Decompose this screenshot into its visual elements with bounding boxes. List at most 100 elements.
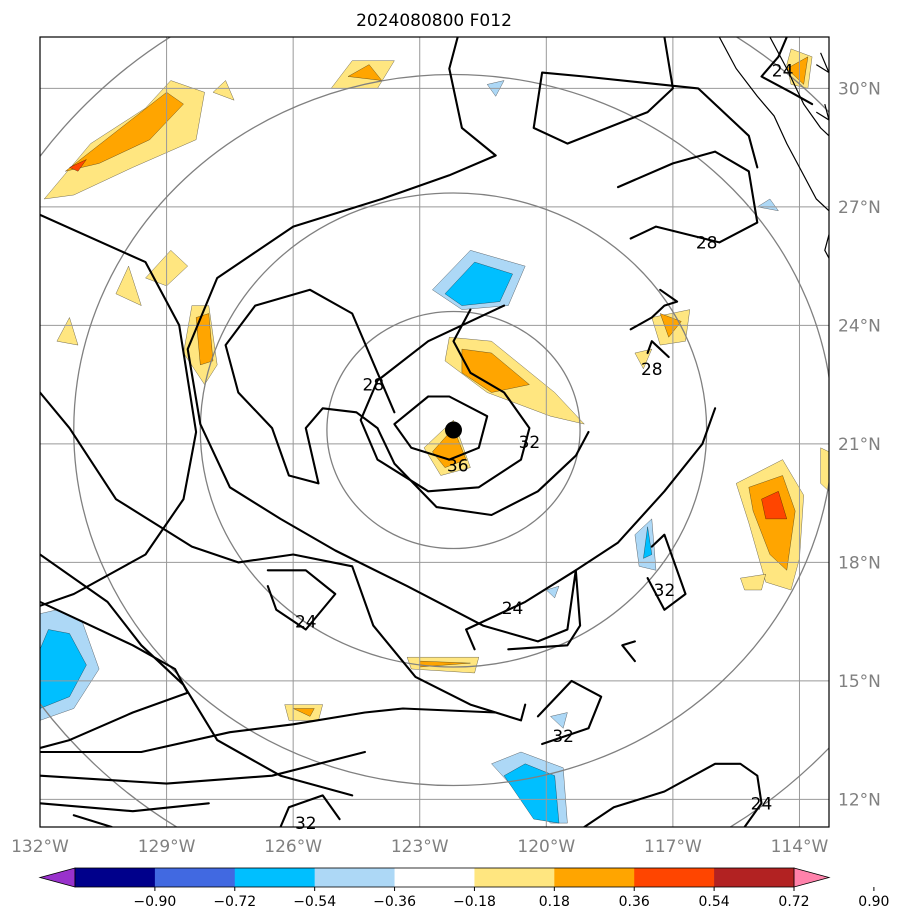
contour-line [760, 37, 814, 106]
contour-line [621, 640, 636, 663]
contour-label: 24 [295, 613, 317, 633]
colorbar-segment [394, 868, 475, 887]
contour-line [40, 600, 189, 750]
contour-line [393, 395, 489, 461]
plot-background [40, 37, 829, 827]
shaded-region [461, 348, 530, 393]
shaded-region [761, 490, 788, 520]
shaded-region [444, 261, 513, 306]
colorbar-segment [314, 868, 396, 887]
contour-line [186, 37, 717, 643]
contour-line [266, 569, 337, 631]
shaded-region [756, 198, 779, 212]
x-tick-label: 123°W [391, 837, 449, 857]
contour-labels: 24 28 28 28 32 36 24 24 32 32 24 32 [295, 62, 793, 834]
shaded-region [195, 313, 214, 366]
y-tick-label: 21°N [838, 435, 881, 455]
contour-line [40, 391, 527, 722]
colorbar-segment [75, 868, 156, 887]
colorbar-tick-label: 0.54 [699, 894, 730, 910]
colorbar-tick-label: 0.90 [858, 894, 889, 910]
shaded-region [643, 526, 653, 559]
contour-line [465, 569, 582, 651]
colorbar-tick-label: 0.36 [619, 894, 650, 910]
colorbar-tick-label: 0.72 [778, 894, 809, 910]
y-tick-label: 27°N [838, 198, 881, 218]
contour-label: 24 [772, 62, 794, 82]
shaded-region [740, 573, 767, 591]
contour-line [40, 707, 497, 754]
storm-center-dot [444, 421, 462, 439]
contour-label: 28 [363, 376, 385, 396]
contour-label: 32 [519, 433, 541, 453]
shaded-region [786, 56, 809, 85]
colorbar-segment [554, 868, 635, 887]
colorbar-tick-label: −0.72 [213, 894, 256, 910]
coastline-segment [718, 37, 829, 212]
shaded-region [545, 585, 560, 599]
y-tick-label: 30°N [838, 79, 881, 99]
contour-label: 24 [502, 599, 524, 619]
contour-lines [40, 37, 814, 827]
contour-line [532, 37, 759, 169]
y-tick-label: 15°N [838, 672, 881, 692]
contour-line [646, 340, 670, 359]
coastline [718, 37, 829, 259]
colorbar-tick-label: −0.36 [373, 894, 416, 910]
coastline-segment [769, 37, 829, 137]
contour-line [279, 794, 341, 827]
storm-center-marker [444, 421, 462, 439]
contour-line [629, 288, 679, 331]
y-tick-label: 24°N [838, 316, 881, 336]
shaded-region [347, 64, 383, 81]
y-tick-labels: 12°N 15°N 18°N 21°N 24°N 27°N 30°N [838, 79, 881, 810]
contour-line [646, 533, 687, 611]
contour-label: 36 [447, 457, 469, 477]
coastline-segment [815, 103, 829, 121]
contour-line [616, 150, 759, 244]
contour-line [40, 750, 366, 785]
x-tick-label: 114°W [771, 837, 829, 857]
colorbar-frame [74, 867, 795, 888]
plot-frame [39, 36, 830, 828]
colorbar-segment [234, 868, 316, 887]
colorbar-segment [154, 868, 236, 887]
coastline-segment [815, 52, 829, 74]
contour-label: 32 [552, 727, 574, 747]
shaded-region [40, 629, 87, 709]
y-tick-label: 18°N [838, 553, 881, 573]
contour-label: 28 [641, 360, 663, 380]
shaded-region [68, 158, 88, 172]
contour-label: 28 [696, 233, 718, 253]
contour-line [224, 288, 590, 517]
colorbar-tick-label: 0.18 [539, 894, 570, 910]
colorbar-segment [474, 868, 555, 887]
contour-line [359, 304, 531, 493]
shaded-region [65, 91, 184, 172]
shaded-region [56, 316, 79, 346]
y-tick-label: 12°N [838, 790, 881, 810]
range-ring [73, 73, 829, 787]
x-tick-label: 132°W [11, 837, 69, 857]
shaded-region [820, 447, 829, 492]
range-ring [326, 310, 581, 550]
x-tick-label: 126°W [264, 837, 322, 857]
chart-title: 2024080800 F012 [356, 11, 512, 31]
contour-line [583, 762, 763, 827]
colorbar: −0.90 −0.72 −0.54 −0.36 −0.18 0.18 0.36 0.54 0.7… [38, 867, 889, 910]
shaded-region [748, 475, 796, 571]
colorbar-extend-high [793, 867, 831, 888]
shaded-region [115, 265, 142, 307]
contour-label: 32 [654, 581, 676, 601]
x-tick-labels: 132°W 129°W 126°W 123°W 120°W 117°W 114°W [11, 837, 828, 857]
colorbar-tick-label: −0.90 [133, 894, 176, 910]
colorbar-tick-label: −0.54 [293, 894, 336, 910]
contour-line [536, 679, 603, 746]
x-tick-label: 120°W [517, 837, 575, 857]
shaded-region [212, 80, 235, 101]
coastline-segment [824, 234, 829, 259]
contour-line [40, 802, 210, 813]
colorbar-extend-low [38, 867, 76, 888]
shaded-region [293, 708, 315, 717]
